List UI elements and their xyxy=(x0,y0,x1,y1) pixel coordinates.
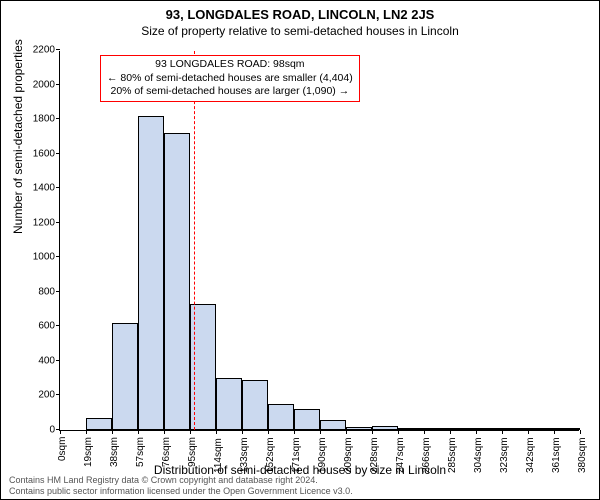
annot-line3: 20% of semi-detached houses are larger (… xyxy=(107,85,353,99)
histogram-bar xyxy=(294,409,320,430)
histogram-bar xyxy=(528,428,554,430)
y-tick xyxy=(56,49,60,50)
x-tick-label: 0sqm xyxy=(57,437,68,461)
histogram-bar xyxy=(164,133,190,430)
annotation-box: 93 LONGDALES ROAD: 98sqm ← 80% of semi-d… xyxy=(100,55,360,102)
x-tick xyxy=(424,430,425,434)
histogram-bar xyxy=(554,428,580,430)
annot-line1: 93 LONGDALES ROAD: 98sqm xyxy=(107,58,353,72)
x-tick xyxy=(164,430,165,434)
y-tick xyxy=(56,291,60,292)
histogram-bar xyxy=(86,418,112,430)
x-tick xyxy=(242,430,243,434)
y-tick-label: 2200 xyxy=(25,45,55,56)
title-address: 93, LONGDALES ROAD, LINCOLN, LN2 2JS xyxy=(1,7,599,22)
histogram-bar xyxy=(450,428,476,430)
x-tick xyxy=(112,430,113,434)
x-tick xyxy=(372,430,373,434)
y-tick-label: 200 xyxy=(25,390,55,401)
y-tick xyxy=(56,325,60,326)
x-tick xyxy=(190,430,191,434)
title-subtitle: Size of property relative to semi-detach… xyxy=(1,24,599,38)
y-tick xyxy=(56,256,60,257)
histogram-bar xyxy=(320,420,346,430)
y-tick-label: 1400 xyxy=(25,183,55,194)
chart-frame: 93, LONGDALES ROAD, LINCOLN, LN2 2JS Siz… xyxy=(0,0,600,500)
y-tick-label: 800 xyxy=(25,286,55,297)
x-tick xyxy=(138,430,139,434)
y-tick xyxy=(56,187,60,188)
reference-line xyxy=(194,51,195,430)
y-tick xyxy=(56,118,60,119)
y-axis-label: Number of semi-detached properties xyxy=(11,39,25,234)
y-tick-label: 0 xyxy=(25,425,55,436)
y-tick-label: 2000 xyxy=(25,79,55,90)
plot-area: 0200400600800100012001400160018002000220… xyxy=(59,51,579,431)
histogram-bar xyxy=(216,378,242,430)
footer-line2: Contains public sector information licen… xyxy=(9,486,353,497)
y-tick xyxy=(56,360,60,361)
x-tick xyxy=(580,430,581,434)
histogram-bar xyxy=(346,427,372,430)
y-tick-label: 1200 xyxy=(25,217,55,228)
x-tick xyxy=(450,430,451,434)
histogram-bar xyxy=(424,428,450,430)
y-tick xyxy=(56,84,60,85)
histogram-bar xyxy=(476,428,502,430)
y-tick xyxy=(56,222,60,223)
footer-line1: Contains HM Land Registry data © Crown c… xyxy=(9,475,353,486)
x-tick xyxy=(86,430,87,434)
y-tick-label: 400 xyxy=(25,355,55,366)
chart-title: 93, LONGDALES ROAD, LINCOLN, LN2 2JS Siz… xyxy=(1,7,599,38)
x-tick xyxy=(398,430,399,434)
histogram-bar xyxy=(242,380,268,430)
footer-attribution: Contains HM Land Registry data © Crown c… xyxy=(9,475,353,497)
x-tick xyxy=(216,430,217,434)
y-tick xyxy=(56,153,60,154)
x-tick xyxy=(320,430,321,434)
x-tick xyxy=(502,430,503,434)
histogram-bar xyxy=(112,323,138,430)
x-tick xyxy=(528,430,529,434)
x-tick xyxy=(60,430,61,434)
y-tick-label: 600 xyxy=(25,321,55,332)
histogram-bar xyxy=(268,404,294,430)
y-tick-label: 1600 xyxy=(25,148,55,159)
x-tick xyxy=(268,430,269,434)
y-tick-label: 1800 xyxy=(25,114,55,125)
histogram-bar xyxy=(502,428,528,430)
y-tick xyxy=(56,394,60,395)
x-tick xyxy=(294,430,295,434)
x-tick xyxy=(346,430,347,434)
histogram-bar xyxy=(398,428,424,430)
annot-line2: ← 80% of semi-detached houses are smalle… xyxy=(107,72,353,86)
y-tick-label: 1000 xyxy=(25,252,55,263)
x-tick xyxy=(554,430,555,434)
histogram-bar xyxy=(138,116,164,430)
x-tick xyxy=(476,430,477,434)
histogram-bar xyxy=(372,426,398,430)
